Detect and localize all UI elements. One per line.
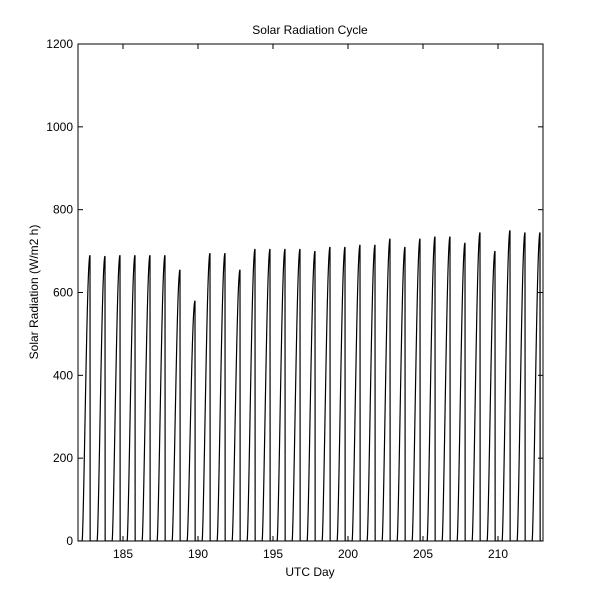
x-tick-label: 195 [263,547,283,561]
plot-area [78,230,543,541]
x-tick-label: 205 [413,547,433,561]
y-tick-label: 200 [53,451,73,465]
x-tick-label: 185 [113,547,133,561]
y-tick-label: 600 [53,286,73,300]
y-tick-label: 0 [66,534,73,548]
y-tick-label: 1200 [46,37,73,51]
y-axis: 0 200 400 600 800 1000 1200 [46,37,543,548]
x-tick-label: 210 [488,547,508,561]
chart-title: Solar Radiation Cycle [252,23,368,37]
x-tick-label: 190 [188,547,208,561]
x-tick-label: 200 [338,547,358,561]
y-tick-label: 400 [53,368,73,382]
series-line [78,230,543,541]
y-tick-label: 1000 [46,120,73,134]
x-axis-label: UTC Day [285,565,334,579]
y-axis-label: Solar Radiation (W/m2 h) [27,225,41,360]
y-tick-label: 800 [53,203,73,217]
x-axis: 185 190 195 200 205 210 [113,44,508,561]
